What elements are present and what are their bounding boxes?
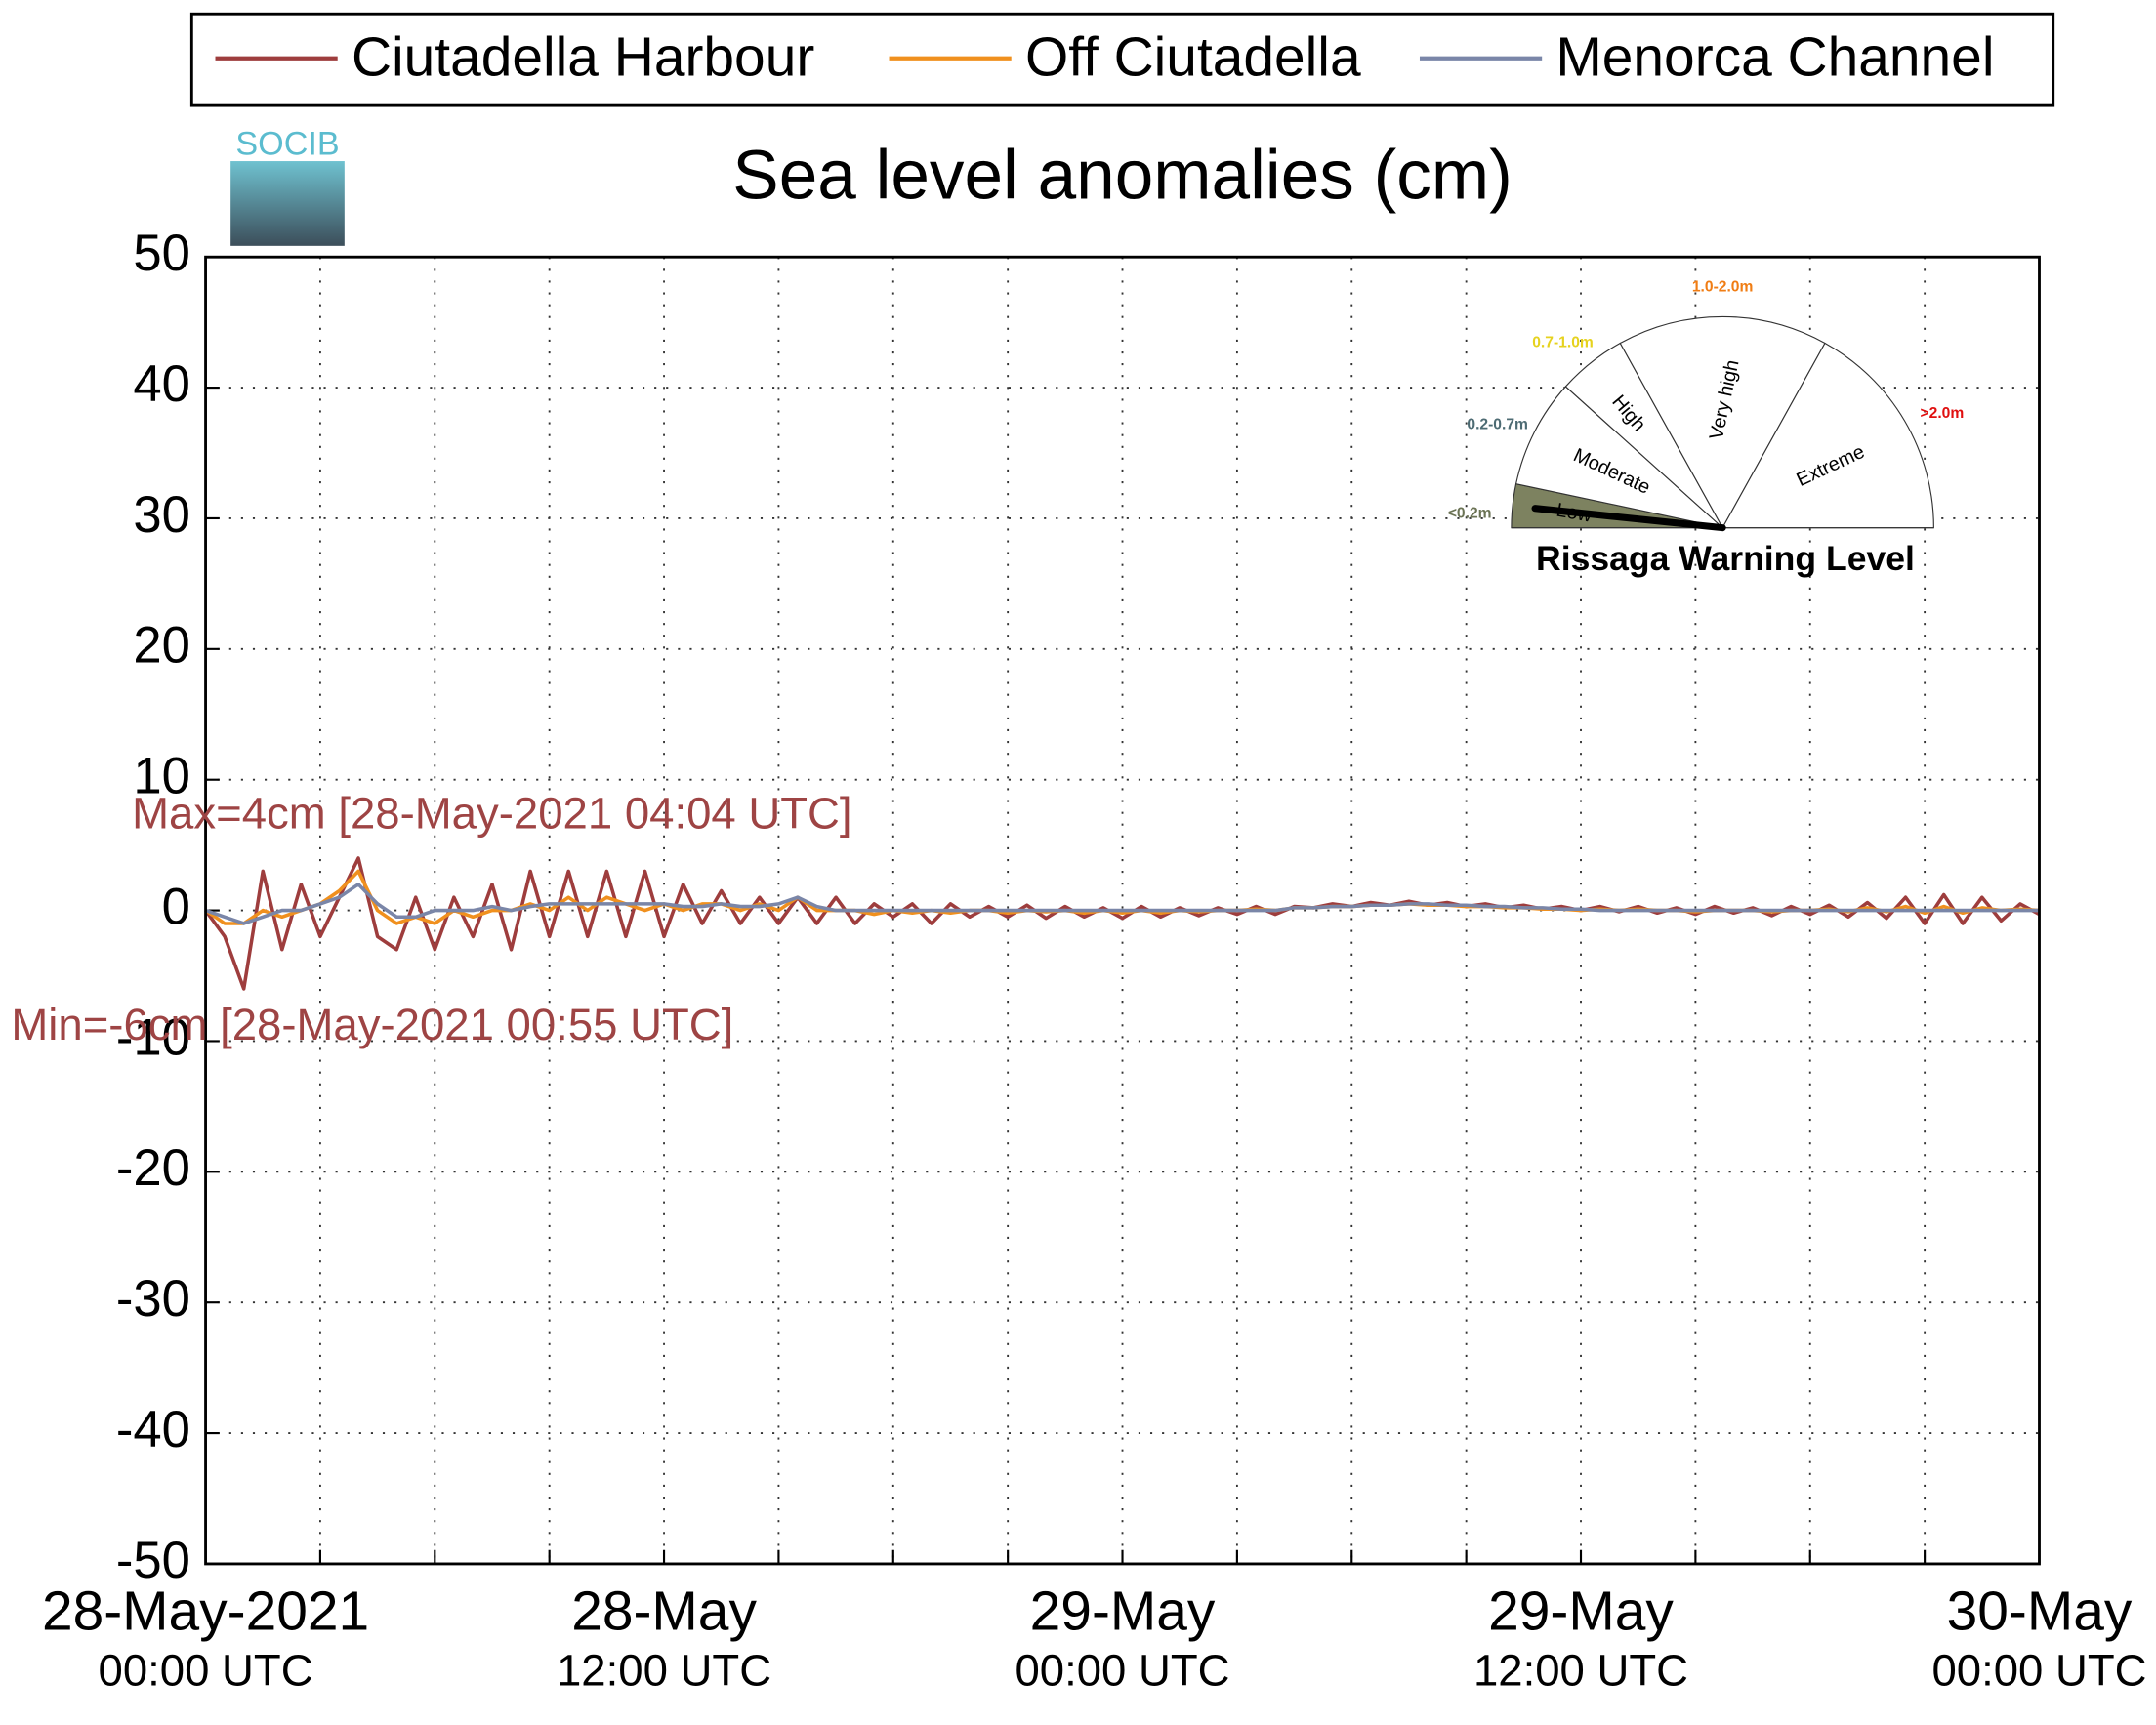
- x-tick-label: 29-May: [1030, 1581, 1216, 1643]
- gauge-title: Rissaga Warning Level: [1536, 539, 1915, 578]
- legend-label: Menorca Channel: [1555, 26, 1994, 89]
- gauge-range-label: 1.0-2.0m: [1692, 279, 1754, 296]
- y-tick-label: 30: [133, 486, 190, 544]
- x-tick-label: 28-May: [571, 1581, 757, 1643]
- gauge-range-label: 0.7-1.0m: [1532, 335, 1594, 351]
- annotation: Max=4cm [28-May-2021 04:04 UTC]: [132, 789, 851, 839]
- logo-text: SOCIB: [235, 125, 339, 162]
- y-tick-label: 50: [133, 225, 190, 282]
- x-tick-sublabel: 00:00 UTC: [1931, 1645, 2146, 1695]
- y-tick-label: 20: [133, 617, 190, 675]
- gauge-sector: [1721, 342, 1934, 529]
- x-tick-label: 30-May: [1947, 1581, 2133, 1643]
- x-tick-sublabel: 00:00 UTC: [99, 1645, 313, 1695]
- series-line: [204, 856, 2041, 991]
- gauge-needle: [1531, 505, 1726, 532]
- x-tick-sublabel: 12:00 UTC: [1473, 1645, 1688, 1695]
- logo-image: [230, 161, 345, 246]
- gauge-range-label: >2.0m: [1921, 405, 1965, 422]
- legend-box: [189, 12, 2055, 107]
- series-line: [204, 883, 2040, 925]
- axis-frame: [204, 255, 2041, 1566]
- y-tick-label: 10: [133, 748, 190, 805]
- gauge: <0.2mLow0.2-0.7mModerate0.7-1.0mHigh1.0-…: [1448, 279, 1964, 579]
- chart-title: Sea level anomalies (cm): [732, 138, 1513, 215]
- y-tick-label: -30: [116, 1270, 190, 1328]
- x-tick-label: 29-May: [1488, 1581, 1674, 1643]
- y-tick-label: -50: [116, 1532, 190, 1589]
- plot-area: -50-40-30-20-100102030405028-May-202100:…: [42, 225, 2147, 1695]
- gauge-range-label: 0.2-0.7m: [1467, 416, 1528, 432]
- y-tick-label: -40: [116, 1401, 190, 1458]
- legend-label: Ciutadella Harbour: [352, 26, 814, 89]
- gauge-sector: [1514, 386, 1725, 529]
- x-tick-sublabel: 00:00 UTC: [1015, 1645, 1229, 1695]
- gauge-sector: [1619, 315, 1826, 529]
- logo: SOCIB: [230, 125, 345, 246]
- y-tick-label: -20: [116, 1139, 190, 1197]
- y-tick-label: -10: [116, 1008, 190, 1066]
- gauge-range-label: <0.2m: [1448, 506, 1492, 522]
- legend-label: Off Ciutadella: [1025, 26, 1361, 89]
- y-tick-label: 0: [162, 878, 190, 935]
- x-tick-label: 28-May-2021: [42, 1581, 369, 1643]
- y-tick-label: 40: [133, 355, 190, 413]
- x-tick-sublabel: 12:00 UTC: [557, 1645, 771, 1695]
- annotation: Min=-6cm [28-May-2021 00:55 UTC]: [11, 1000, 733, 1049]
